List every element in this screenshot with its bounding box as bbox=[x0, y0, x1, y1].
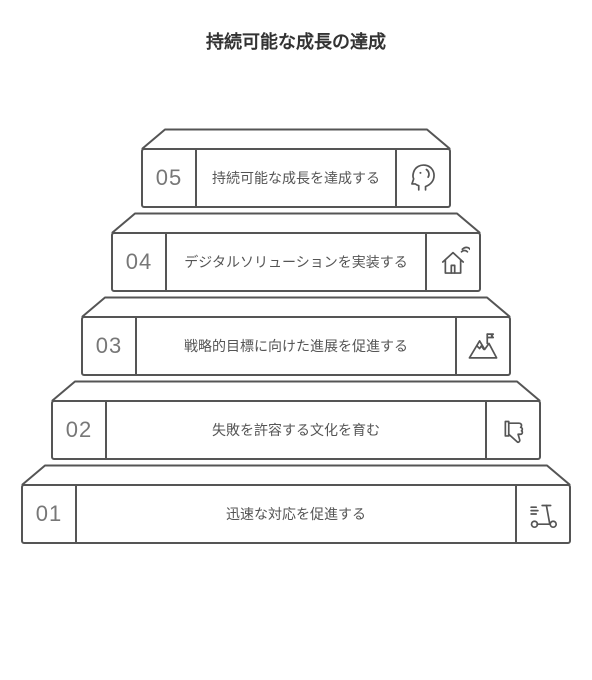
step-number: 04 bbox=[113, 234, 167, 290]
step-number: 03 bbox=[83, 318, 137, 374]
step-label: 持続可能な成長を達成する bbox=[197, 150, 395, 206]
step-label: 戦略的目標に向けた進展を促進する bbox=[137, 318, 455, 374]
step-number: 05 bbox=[143, 150, 197, 206]
house-icon bbox=[425, 234, 479, 290]
step-front-face: 05持続可能な成長を達成する bbox=[141, 148, 451, 208]
step-top-face bbox=[51, 380, 541, 402]
scooter-icon bbox=[515, 486, 569, 542]
pyramid-step: 04デジタルソリューションを実装する bbox=[111, 212, 481, 294]
step-number: 02 bbox=[53, 402, 107, 458]
step-front-face: 04デジタルソリューションを実装する bbox=[111, 232, 481, 292]
mountain-icon bbox=[455, 318, 509, 374]
step-top-face bbox=[21, 464, 571, 486]
step-number: 01 bbox=[23, 486, 77, 542]
step-top-face bbox=[141, 128, 451, 150]
step-top-face bbox=[111, 212, 481, 234]
step-label: 失敗を許容する文化を育む bbox=[107, 402, 485, 458]
head-icon bbox=[395, 150, 449, 206]
step-top-face bbox=[81, 296, 511, 318]
step-front-face: 01迅速な対応を促進する bbox=[21, 484, 571, 544]
pyramid-step: 01迅速な対応を促進する bbox=[21, 464, 571, 546]
step-front-face: 03戦略的目標に向けた進展を促進する bbox=[81, 316, 511, 376]
pyramid-step: 03戦略的目標に向けた進展を促進する bbox=[81, 296, 511, 378]
thumb-icon bbox=[485, 402, 539, 458]
step-label: デジタルソリューションを実装する bbox=[167, 234, 425, 290]
step-label: 迅速な対応を促進する bbox=[77, 486, 515, 542]
diagram-title: 持続可能な成長の達成 bbox=[0, 28, 592, 54]
pyramid-step: 05持続可能な成長を達成する bbox=[141, 128, 451, 210]
pyramid-step: 02失敗を許容する文化を育む bbox=[51, 380, 541, 462]
step-front-face: 02失敗を許容する文化を育む bbox=[51, 400, 541, 460]
